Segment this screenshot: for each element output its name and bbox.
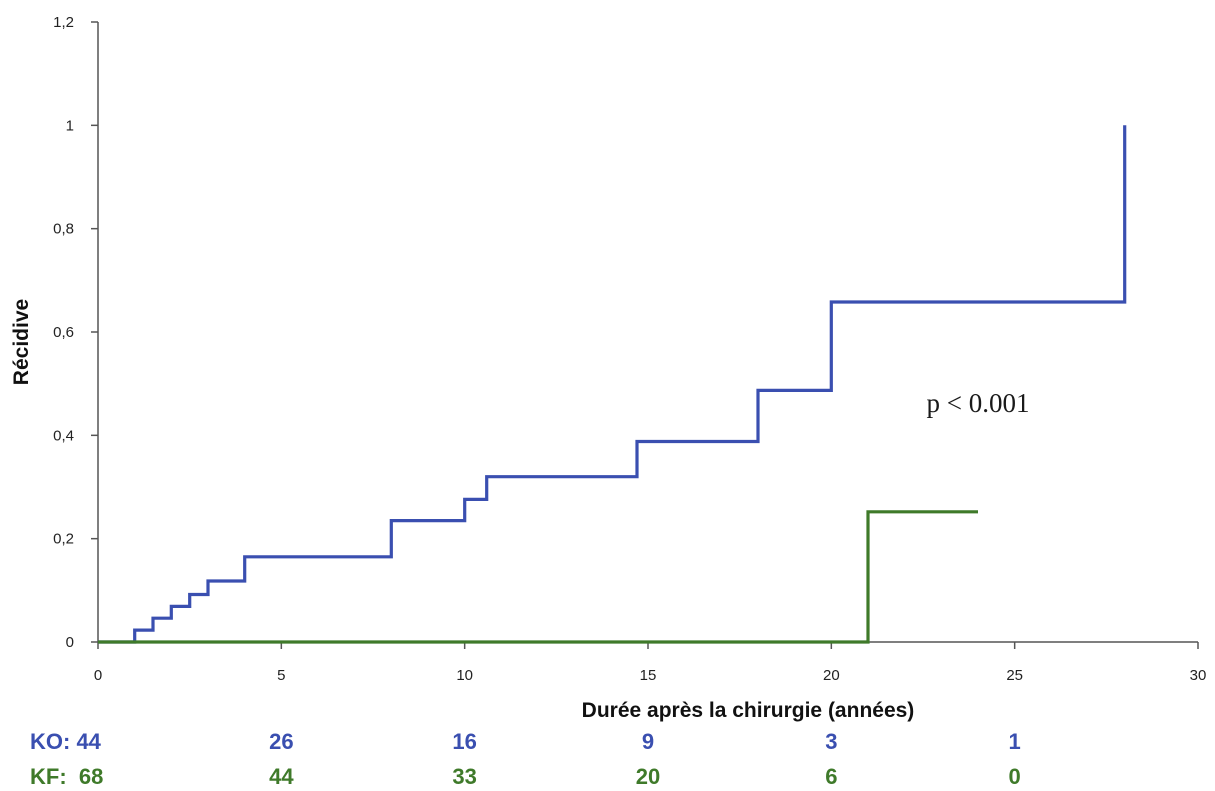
- x-axis-title: Durée après la chirurgie (années): [582, 699, 915, 722]
- x-tick-label: 10: [456, 667, 473, 684]
- y-ticks: 0 0,2 0,4 0,6 0,8 1 1,2: [53, 14, 98, 651]
- risk-value: 6: [825, 764, 837, 789]
- risk-value: 20: [636, 764, 660, 789]
- y-tick-label: 1: [66, 117, 74, 134]
- risk-value: 0: [1009, 764, 1021, 789]
- x-tick-label: 30: [1190, 667, 1207, 684]
- x-ticks: 0 5 10 15 20 25 30: [94, 642, 1207, 684]
- y-tick-label: 0,6: [53, 324, 74, 341]
- risk-row-label: KF: 68: [30, 764, 103, 789]
- x-tick-label: 20: [823, 667, 840, 684]
- p-value-annotation: p < 0.001: [927, 388, 1030, 418]
- y-axis-title: Récidive: [10, 299, 33, 385]
- risk-value: 3: [825, 729, 837, 754]
- series-line-1: [98, 125, 1127, 644]
- x-tick-label: 5: [277, 667, 285, 684]
- x-tick-label: 25: [1006, 667, 1023, 684]
- series-line-2: [98, 510, 978, 644]
- y-tick-label: 0: [66, 634, 74, 651]
- y-tick-label: 1,2: [53, 14, 74, 31]
- y-tick-label: 0,8: [53, 221, 74, 238]
- axes: 0 0,2 0,4 0,6 0,8 1 1,2 0 5 10 15 20 25 30: [53, 14, 1206, 684]
- risk-value: 26: [269, 729, 293, 754]
- risk-value: 33: [452, 764, 476, 789]
- risk-value: 16: [452, 729, 476, 754]
- x-tick-label: 0: [94, 667, 102, 684]
- risk-value: 9: [642, 729, 654, 754]
- risk-table: KO: 44 26 16 9 3 1 KF: 68 44 33 20 6 0: [30, 729, 1021, 789]
- x-tick-label: 15: [640, 667, 657, 684]
- series-layer: [98, 125, 1127, 644]
- y-tick-label: 0,2: [53, 531, 74, 548]
- risk-value: 1: [1009, 729, 1021, 754]
- y-tick-label: 0,4: [53, 427, 74, 444]
- risk-value: 44: [269, 764, 294, 789]
- risk-row-label: KO: 44: [30, 729, 102, 754]
